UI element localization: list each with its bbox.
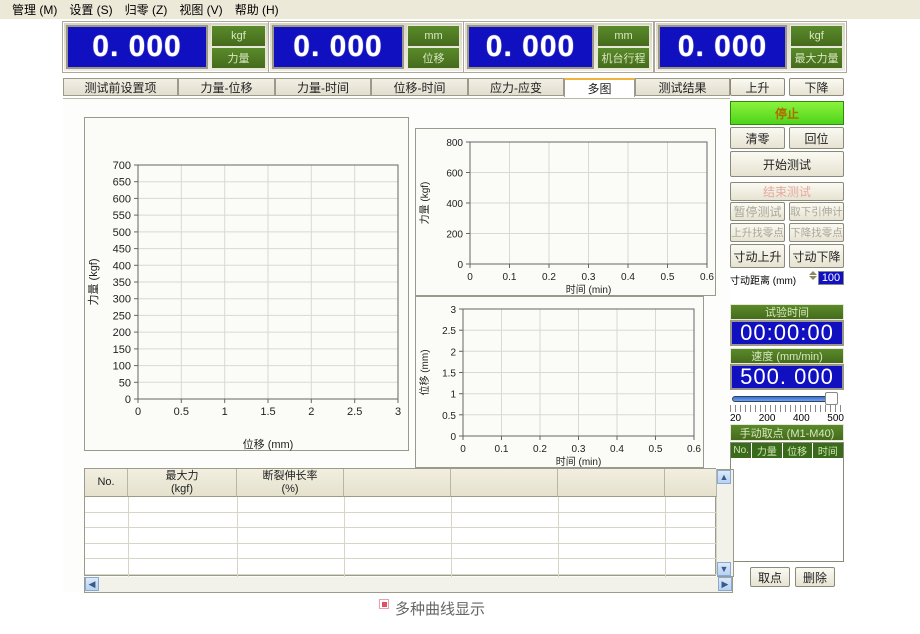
svg-text:600: 600 [113,193,131,205]
svg-text:0: 0 [460,444,466,455]
svg-text:2.5: 2.5 [347,406,362,418]
svg-text:0.6: 0.6 [687,444,701,455]
svg-text:0.5: 0.5 [442,411,456,422]
svg-text:650: 650 [113,177,131,189]
svg-text:0: 0 [135,406,141,418]
svg-text:400: 400 [446,199,463,210]
svg-text:2: 2 [450,347,456,358]
svg-text:400: 400 [113,260,131,272]
svg-text:0.6: 0.6 [700,272,714,283]
svg-text:150: 150 [113,344,131,356]
svg-text:0: 0 [450,432,456,443]
svg-text:0.5: 0.5 [661,272,675,283]
svg-text:100: 100 [113,361,131,373]
svg-text:1.5: 1.5 [260,406,275,418]
svg-text:位移 (mm): 位移 (mm) [418,349,431,395]
svg-text:0.4: 0.4 [621,272,635,283]
svg-text:450: 450 [113,244,131,256]
svg-text:250: 250 [113,310,131,322]
svg-text:2: 2 [308,406,314,418]
svg-text:力量 (kgf): 力量 (kgf) [418,182,431,225]
svg-text:0: 0 [457,260,463,271]
svg-text:0: 0 [125,394,131,406]
svg-text:0.3: 0.3 [572,444,586,455]
svg-text:350: 350 [113,277,131,289]
svg-text:50: 50 [119,377,131,389]
svg-text:300: 300 [113,294,131,306]
svg-text:1: 1 [222,406,228,418]
svg-text:0.3: 0.3 [582,272,596,283]
svg-text:0.2: 0.2 [533,444,547,455]
svg-text:位移 (mm): 位移 (mm) [243,437,294,451]
svg-text:时间 (min): 时间 (min) [566,283,612,296]
svg-text:0.1: 0.1 [495,444,509,455]
svg-text:3: 3 [450,305,456,316]
svg-text:0: 0 [467,272,473,283]
svg-text:0.4: 0.4 [610,444,624,455]
svg-text:200: 200 [113,327,131,339]
svg-text:力量 (kgf): 力量 (kgf) [87,258,100,305]
svg-text:200: 200 [446,230,463,241]
svg-text:2.5: 2.5 [442,326,456,337]
svg-text:3: 3 [395,406,401,418]
svg-text:800: 800 [446,138,463,149]
svg-text:时间 (min): 时间 (min) [556,455,602,468]
svg-text:1.5: 1.5 [442,369,456,380]
svg-text:0.5: 0.5 [174,406,189,418]
svg-text:550: 550 [113,210,131,222]
svg-text:1: 1 [450,390,456,401]
svg-text:0.2: 0.2 [542,272,556,283]
svg-text:600: 600 [446,169,463,180]
svg-text:0.1: 0.1 [503,272,517,283]
svg-text:0.5: 0.5 [649,444,663,455]
svg-text:700: 700 [113,160,131,172]
svg-text:500: 500 [113,227,131,239]
